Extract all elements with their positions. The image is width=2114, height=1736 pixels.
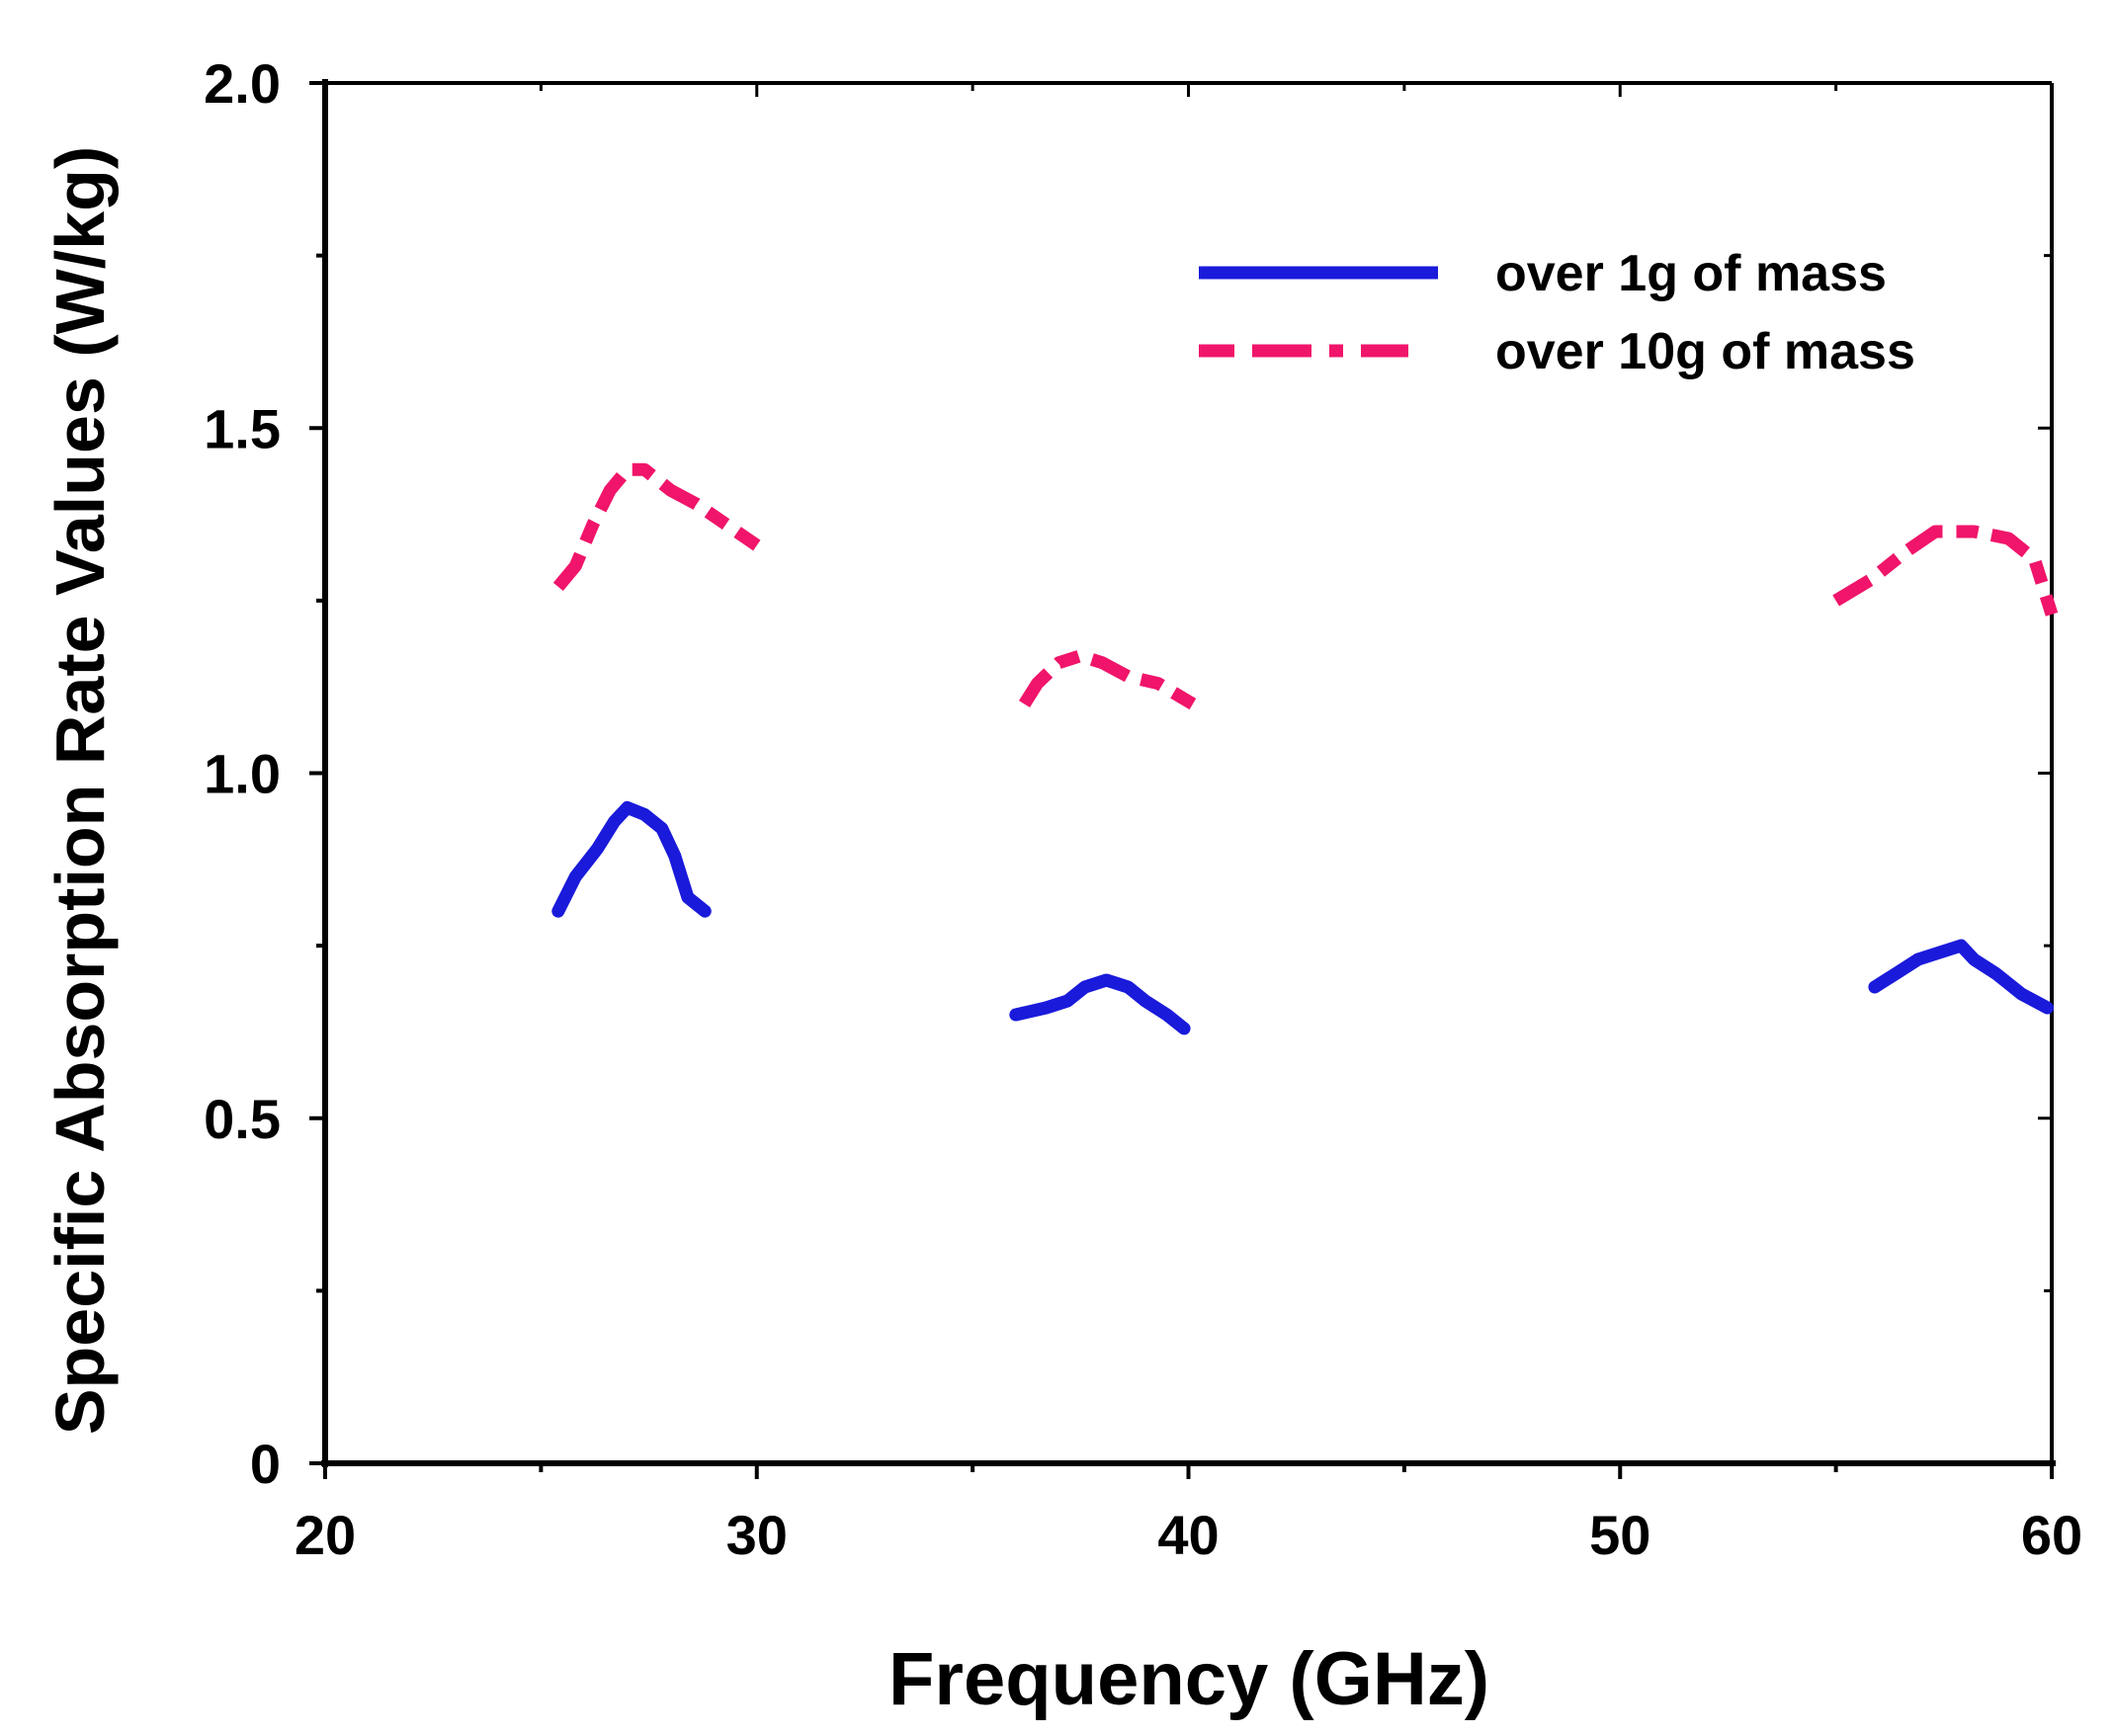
y-tick-label: 1.0: [204, 743, 281, 805]
y-tick-label: 1.5: [204, 397, 281, 459]
y-tick-label: 0: [250, 1433, 281, 1495]
series-line-1g-band-1: [551, 800, 712, 918]
y-ticks: [309, 81, 2052, 1465]
series-1g: [551, 800, 2055, 1035]
series-line-1g-band-2: [1009, 973, 1191, 1035]
x-ticks: [323, 83, 2054, 1479]
y-tick-label: 2.0: [204, 52, 281, 115]
x-tick-label: 40: [1157, 1504, 1219, 1566]
y-axis-label: Specific Absorption Rate Values (W/kg): [42, 146, 119, 1435]
legend-label-10g: over 10g of mass: [1495, 323, 1915, 380]
x-tick-label: 60: [2021, 1504, 2082, 1566]
series-line-1g-band-3: [1868, 939, 2055, 1015]
y-tick-label: 0.5: [204, 1088, 281, 1150]
x-tick-labels: 20 30 40 50 60: [295, 1504, 2082, 1566]
series-layer: [551, 462, 2059, 1035]
series-10g: [552, 462, 2059, 710]
y-tick-labels: 0 0.5 1.0 1.5 2.0: [204, 52, 281, 1495]
legend-label-1g: over 1g of mass: [1495, 245, 1887, 302]
x-tick-label: 20: [295, 1504, 356, 1566]
series-line-10g-band-2: [1018, 649, 1197, 710]
x-tick-label: 30: [726, 1504, 788, 1566]
x-axis-label: Frequency (GHz): [888, 1637, 1489, 1721]
series-line-10g-band-1: [552, 462, 761, 592]
legend: over 1g of mass over 10g of mass: [1199, 245, 1915, 380]
x-tick-label: 50: [1589, 1504, 1650, 1566]
